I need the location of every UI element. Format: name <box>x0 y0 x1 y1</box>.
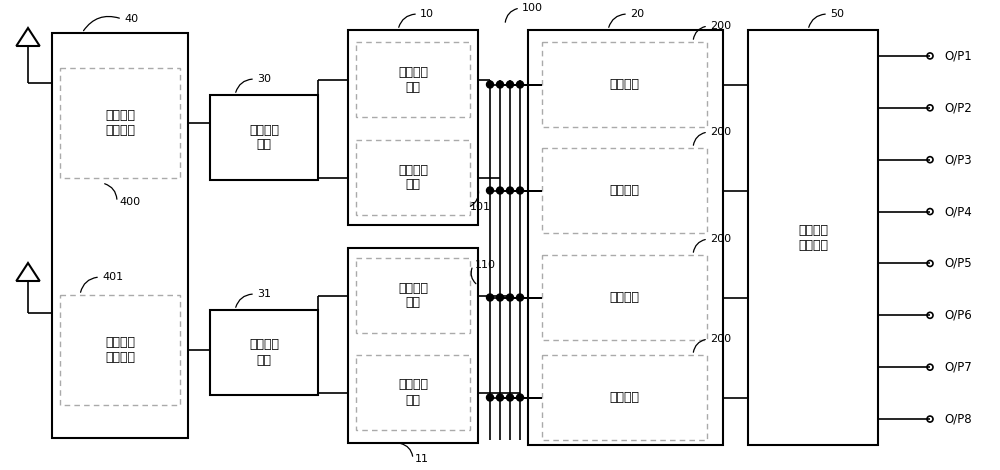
Text: 第三中频
放大电路: 第三中频 放大电路 <box>798 224 828 251</box>
Text: 第一射频
放大电路: 第一射频 放大电路 <box>105 109 135 137</box>
Text: 110: 110 <box>475 260 496 271</box>
Text: 开关电路: 开关电路 <box>610 78 640 91</box>
Text: 20: 20 <box>630 9 644 19</box>
Text: 40: 40 <box>124 14 138 24</box>
Circle shape <box>507 187 514 194</box>
Text: 200: 200 <box>710 21 731 31</box>
Bar <box>60 295 180 405</box>
Circle shape <box>507 394 514 401</box>
Text: 11: 11 <box>415 454 429 464</box>
Bar <box>542 355 707 440</box>
Text: O/P1: O/P1 <box>944 49 972 63</box>
Circle shape <box>487 81 494 88</box>
Text: 100: 100 <box>522 3 543 13</box>
Text: 第二射频
放大电路: 第二射频 放大电路 <box>105 336 135 364</box>
Circle shape <box>516 394 524 401</box>
Circle shape <box>507 294 514 301</box>
Circle shape <box>497 294 504 301</box>
Bar <box>356 140 470 215</box>
Circle shape <box>497 394 504 401</box>
Text: O/P4: O/P4 <box>944 205 972 218</box>
Text: 200: 200 <box>710 234 731 244</box>
Bar <box>356 42 470 117</box>
Text: 开关电路: 开关电路 <box>610 391 640 404</box>
Text: 第二混频
电路: 第二混频 电路 <box>249 338 279 367</box>
Text: 第一放大
支路: 第一放大 支路 <box>398 65 428 94</box>
Text: O/P6: O/P6 <box>944 309 972 322</box>
Circle shape <box>516 81 524 88</box>
Text: 200: 200 <box>710 127 731 137</box>
Circle shape <box>516 294 524 301</box>
Text: 10: 10 <box>420 9 434 19</box>
Text: O/P3: O/P3 <box>944 153 972 166</box>
Bar <box>210 95 318 180</box>
Text: 第二放大
支路: 第二放大 支路 <box>398 164 428 191</box>
Bar <box>210 310 318 395</box>
Text: 400: 400 <box>119 197 140 207</box>
Text: O/P7: O/P7 <box>944 360 972 374</box>
Circle shape <box>487 187 494 194</box>
Circle shape <box>487 294 494 301</box>
Text: 第三放大
支路: 第三放大 支路 <box>398 282 428 310</box>
Circle shape <box>516 187 524 194</box>
Bar <box>60 68 180 178</box>
Bar <box>542 42 707 127</box>
Bar <box>542 148 707 233</box>
Bar <box>348 30 478 225</box>
Bar <box>528 30 723 445</box>
Circle shape <box>497 187 504 194</box>
Bar <box>356 355 470 430</box>
Circle shape <box>487 394 494 401</box>
Text: O/P2: O/P2 <box>944 102 972 114</box>
Bar <box>748 30 878 445</box>
Text: 开关电路: 开关电路 <box>610 291 640 304</box>
Text: 101: 101 <box>470 203 491 212</box>
Text: 50: 50 <box>830 9 844 19</box>
Text: 30: 30 <box>257 74 271 84</box>
Circle shape <box>497 81 504 88</box>
Text: 200: 200 <box>710 334 731 344</box>
Text: O/P8: O/P8 <box>944 413 972 425</box>
Bar <box>542 255 707 340</box>
Text: 31: 31 <box>257 289 271 299</box>
Text: 第一混频
电路: 第一混频 电路 <box>249 124 279 151</box>
Bar <box>356 258 470 333</box>
Text: O/P5: O/P5 <box>944 257 972 270</box>
Circle shape <box>507 81 514 88</box>
Bar <box>348 248 478 443</box>
Text: 第四放大
支路: 第四放大 支路 <box>398 378 428 407</box>
Text: 开关电路: 开关电路 <box>610 184 640 197</box>
Bar <box>52 33 188 438</box>
Text: 401: 401 <box>102 272 123 282</box>
